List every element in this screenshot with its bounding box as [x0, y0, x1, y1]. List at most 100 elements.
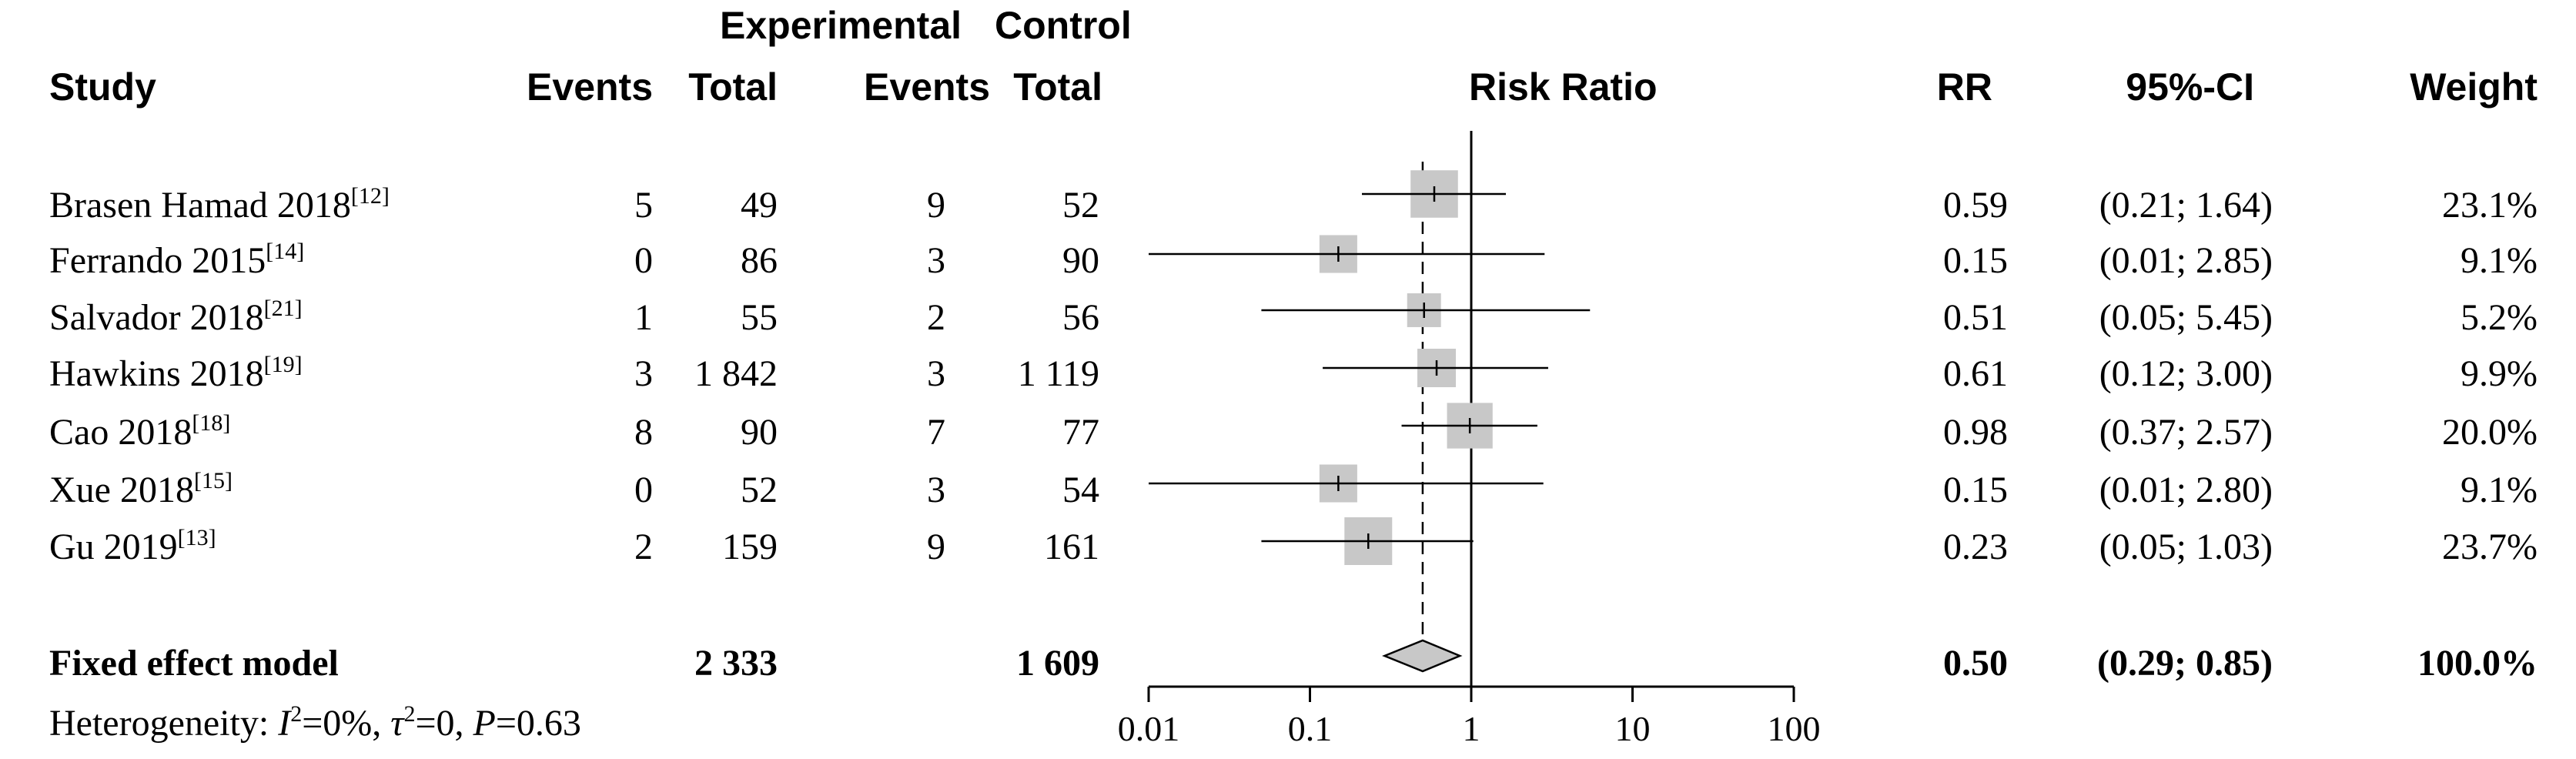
study-ci: (0.37; 2.57) [2099, 412, 2273, 453]
study-weight: 9.1% [2461, 470, 2538, 510]
i2-value: =0%, [302, 703, 391, 744]
study-rr: 0.15 [1943, 470, 2008, 510]
study-weight: 23.7% [2442, 527, 2538, 567]
study-reference: [13] [177, 525, 216, 550]
study-reference: [14] [266, 239, 305, 264]
pooled-total-exp: 2 333 [694, 643, 778, 684]
study-events-ctrl: 9 [927, 185, 945, 226]
study-reference: [15] [193, 468, 233, 493]
study-reference: [21] [263, 296, 303, 321]
study-events-ctrl: 3 [927, 353, 945, 394]
study-name: Salvador 2018 [49, 297, 264, 338]
study-name: Cao 2018 [49, 412, 192, 453]
study-ci: (0.12; 3.00) [2099, 353, 2273, 394]
heterogeneity-prefix: Heterogeneity: [49, 703, 279, 744]
study-rr: 0.23 [1943, 527, 2008, 567]
tau2-value: =0, [415, 703, 473, 744]
rr-header: RR [1936, 65, 1992, 109]
study-total-exp: 159 [722, 527, 778, 567]
study-label: Ferrando 2015[14] [49, 239, 305, 281]
study-ci: (0.01; 2.85) [2099, 240, 2273, 281]
study-reference: [18] [192, 410, 231, 436]
tau2-superscript: 2 [403, 701, 416, 727]
study-rr: 0.51 [1943, 297, 2008, 338]
study-label: Brasen Hamad 2018[12] [49, 185, 390, 226]
study-weight: 9.9% [2461, 353, 2538, 394]
study-total-ctrl: 161 [1044, 527, 1099, 567]
study-ci: (0.05; 1.03) [2099, 527, 2273, 567]
total-exp-header: Total [688, 65, 778, 109]
study-reference: [19] [263, 352, 303, 377]
study-weight: 5.2% [2461, 297, 2538, 338]
study-total-exp: 90 [741, 412, 778, 453]
study-events-exp: 5 [634, 185, 653, 226]
study-name: Brasen Hamad 2018 [49, 185, 351, 226]
i2-symbol: I [278, 703, 291, 744]
study-rr: 0.61 [1943, 353, 2008, 394]
events-exp-header: Events [527, 65, 653, 109]
pooled-weight: 100.0% [2417, 643, 2538, 684]
study-events-exp: 0 [634, 240, 653, 281]
study-reference: [12] [350, 183, 390, 209]
study-name: Ferrando 2015 [49, 240, 266, 281]
pooled-label: Fixed effect model [49, 643, 339, 684]
pooled-total-ctrl: 1 609 [1016, 643, 1099, 684]
study-events-exp: 1 [634, 297, 653, 338]
study-ci: (0.01; 2.80) [2099, 470, 2273, 510]
study-weight: 9.1% [2461, 240, 2538, 281]
study-total-ctrl: 77 [1062, 412, 1099, 453]
study-total-exp: 52 [741, 470, 778, 510]
study-total-ctrl: 1 119 [1017, 353, 1099, 394]
x-tick-label: 10 [1615, 709, 1651, 748]
weight-header: Weight [2410, 65, 2538, 109]
study-total-ctrl: 52 [1062, 185, 1099, 226]
study-events-ctrl: 2 [927, 297, 945, 338]
study-total-ctrl: 54 [1062, 470, 1099, 510]
study-events-exp: 8 [634, 412, 653, 453]
study-total-exp: 49 [741, 185, 778, 226]
study-events-ctrl: 3 [927, 240, 945, 281]
x-tick-label: 0.01 [1118, 709, 1180, 748]
study-events-exp: 2 [634, 527, 653, 567]
study-total-exp: 55 [741, 297, 778, 338]
x-tick-label: 100 [1768, 709, 1821, 748]
study-rr: 0.59 [1943, 185, 2008, 226]
total-ctrl-header: Total [1013, 65, 1102, 109]
study-label: Cao 2018[18] [49, 412, 230, 453]
study-total-exp: 86 [741, 240, 778, 281]
x-tick-label: 0.1 [1288, 709, 1333, 748]
study-header: Study [49, 65, 156, 109]
study-rr: 0.98 [1943, 412, 2008, 453]
study-rr: 0.15 [1943, 240, 2008, 281]
study-events-ctrl: 9 [927, 527, 945, 567]
study-name: Xue 2018 [49, 470, 194, 510]
study-total-ctrl: 56 [1062, 297, 1099, 338]
study-total-ctrl: 90 [1062, 240, 1099, 281]
ci-header: 95%-CI [2126, 65, 2254, 109]
study-events-exp: 0 [634, 470, 653, 510]
risk-ratio-header: Risk Ratio [1469, 65, 1658, 109]
study-label: Salvador 2018[21] [49, 296, 303, 338]
study-events-ctrl: 3 [927, 470, 945, 510]
p-symbol: P [473, 703, 496, 744]
i2-superscript: 2 [290, 701, 303, 727]
group-experimental-header: Experimental [720, 4, 962, 47]
x-tick-label: 1 [1463, 709, 1480, 748]
tau2-symbol: τ [390, 703, 404, 744]
study-events-ctrl: 7 [927, 412, 945, 453]
study-ci: (0.21; 1.64) [2099, 185, 2273, 226]
study-events-exp: 3 [634, 353, 653, 394]
group-control-header: Control [995, 4, 1132, 47]
study-total-exp: 1 842 [694, 353, 778, 394]
study-label: Hawkins 2018[19] [49, 353, 303, 394]
study-ci: (0.05; 5.45) [2099, 297, 2273, 338]
study-name: Hawkins 2018 [49, 353, 264, 394]
pooled-ci: (0.29; 0.85) [2097, 643, 2273, 684]
study-weight: 23.1% [2442, 185, 2538, 226]
study-label: Gu 2019[13] [49, 527, 216, 567]
study-name: Gu 2019 [49, 527, 178, 567]
study-label: Xue 2018[15] [49, 470, 233, 510]
heterogeneity-note: Heterogeneity: I2=0%, τ2=0, P=0.63 [49, 703, 581, 744]
events-ctrl-header: Events [864, 65, 990, 109]
